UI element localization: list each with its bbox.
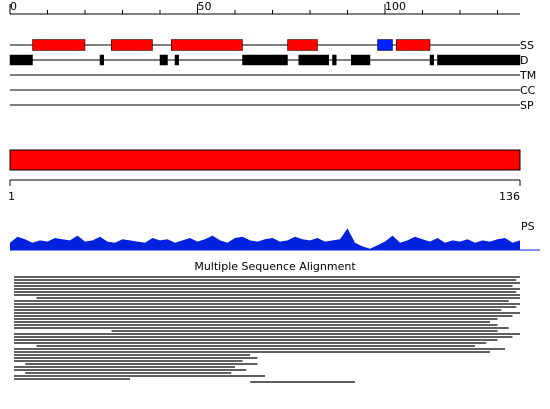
feature: [351, 54, 371, 66]
feature: [32, 39, 86, 51]
track-label: D: [520, 54, 528, 67]
ruler-label: 50: [198, 0, 212, 13]
feature: [159, 54, 168, 66]
track-label: TM: [519, 69, 536, 82]
feature: [429, 54, 434, 66]
track-label: SP: [520, 99, 534, 112]
feature: [287, 39, 318, 51]
ruler-label: 100: [385, 0, 406, 13]
feature: [171, 39, 243, 51]
track-label: CC: [520, 84, 536, 97]
feature: [242, 54, 288, 66]
feature: [99, 54, 104, 66]
track-label: SS: [520, 39, 534, 52]
feature: [9, 54, 33, 66]
feature: [174, 54, 179, 66]
msa-title: Multiple Sequence Alignment: [194, 260, 356, 273]
feature: [396, 39, 431, 51]
feature: [377, 39, 393, 51]
ps-label: PS: [521, 220, 535, 233]
ruler-label: 0: [10, 0, 17, 13]
domain-start-label: 1: [8, 190, 15, 203]
feature: [332, 54, 337, 66]
feature: [437, 54, 521, 66]
domain-end-label: 136: [499, 190, 520, 203]
domain-bar: [9, 149, 521, 171]
ps-area: [10, 228, 520, 250]
feature: [111, 39, 153, 51]
feature: [298, 54, 329, 66]
